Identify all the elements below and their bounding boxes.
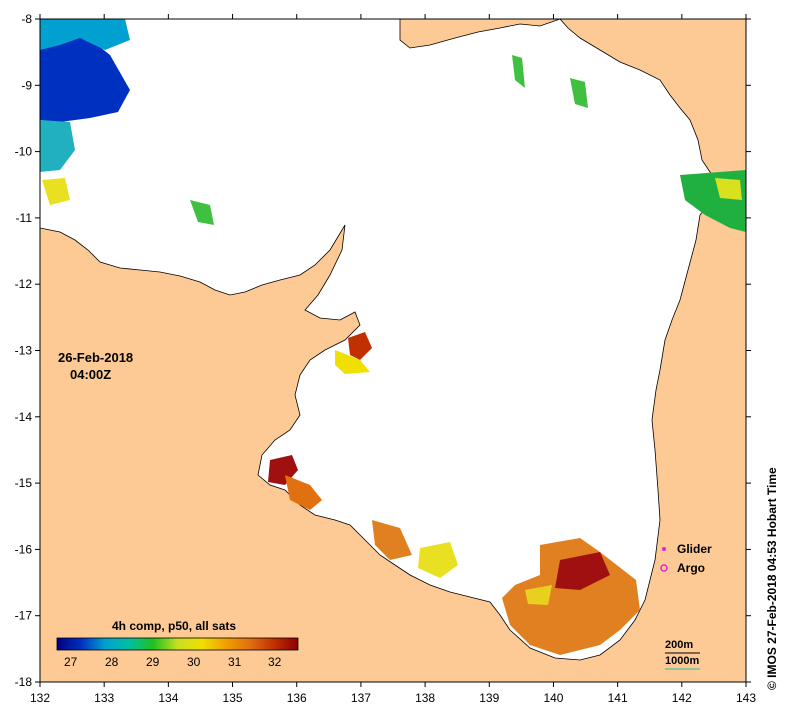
sst-patch-central-red xyxy=(348,332,372,360)
lon-tick-label: 139 xyxy=(479,691,499,705)
lat-tick-label: -12 xyxy=(15,277,33,291)
lon-tick-label: 140 xyxy=(543,691,563,705)
depth-1000-label: 1000m xyxy=(665,655,700,667)
colorbar-tick: 29 xyxy=(146,655,160,669)
argo-marker-icon xyxy=(660,564,668,572)
lat-tick-label: -18 xyxy=(15,675,33,689)
land-arnhem-land xyxy=(40,185,746,682)
lat-tick-label: -17 xyxy=(15,609,33,623)
longitude-axis: 132 133 134 135 136 137 138 139 140 141 142 143 xyxy=(30,14,756,705)
land-new-guinea xyxy=(399,19,561,49)
lat-tick-label: -14 xyxy=(15,410,33,424)
lat-tick-label: -8 xyxy=(21,12,32,26)
colorbar xyxy=(56,637,299,651)
sst-patch-south-yellow xyxy=(418,542,458,578)
depth-200-label: 200m xyxy=(665,639,694,651)
lon-tick-label: 142 xyxy=(672,691,692,705)
lon-tick-label: 141 xyxy=(608,691,628,705)
lon-tick-label: 132 xyxy=(30,691,50,705)
sst-patch-northwest-cyan xyxy=(40,19,130,50)
latitude-axis: -8 -9 -10 -11 -12 -13 -14 -15 -16 -17 -18 xyxy=(15,12,751,689)
date-label: 26-Feb-2018 xyxy=(58,350,134,365)
sst-patch-northwest-teal xyxy=(40,120,75,172)
sst-patch-green-2 xyxy=(512,55,525,88)
sst-patch-green-1 xyxy=(190,200,214,225)
colorbar-tick: 32 xyxy=(268,655,282,669)
lon-tick-label: 136 xyxy=(287,691,307,705)
sst-patch-gulf-darkred xyxy=(555,552,610,590)
colorbar-tick: 27 xyxy=(64,655,78,669)
lon-tick-label: 134 xyxy=(158,691,178,705)
sst-patch-green-3 xyxy=(570,78,588,108)
lon-tick-label: 137 xyxy=(351,691,371,705)
argo-label: Argo xyxy=(677,561,705,575)
sst-patch-gulf-yellow xyxy=(525,585,552,605)
lat-tick-label: -11 xyxy=(16,211,33,225)
legend-title: 4h comp, p50, all sats xyxy=(112,619,237,633)
lat-tick-label: -9 xyxy=(21,78,32,92)
credit-text: © IMOS 27-Feb-2018 04:53 Hobart Time xyxy=(765,467,779,690)
sst-patch-south-orange-1 xyxy=(372,520,412,560)
sst-patch-northwest xyxy=(40,35,130,122)
sst-patch-central-yellow xyxy=(335,350,370,374)
lat-tick-label: -15 xyxy=(15,476,33,490)
colorbar-tick: 31 xyxy=(228,655,242,669)
lat-tick-label: -13 xyxy=(15,344,33,358)
lat-tick-label: -10 xyxy=(15,145,33,159)
glider-label: Glider xyxy=(677,542,712,556)
colorbar-tick: 30 xyxy=(187,655,201,669)
lat-tick-label: -16 xyxy=(15,542,33,556)
sst-patch-west-orange xyxy=(285,475,322,510)
colorbar-tick: 28 xyxy=(105,655,119,669)
time-label: 04:00Z xyxy=(70,367,112,382)
glider-marker-icon xyxy=(662,547,666,551)
lon-tick-label: 133 xyxy=(94,691,114,705)
sst-patch-east-yellow xyxy=(715,178,742,200)
sst-patch-small-yellow xyxy=(42,178,70,205)
lon-tick-label: 135 xyxy=(223,691,243,705)
lon-tick-label: 138 xyxy=(415,691,435,705)
lon-tick-label: 143 xyxy=(736,691,756,705)
